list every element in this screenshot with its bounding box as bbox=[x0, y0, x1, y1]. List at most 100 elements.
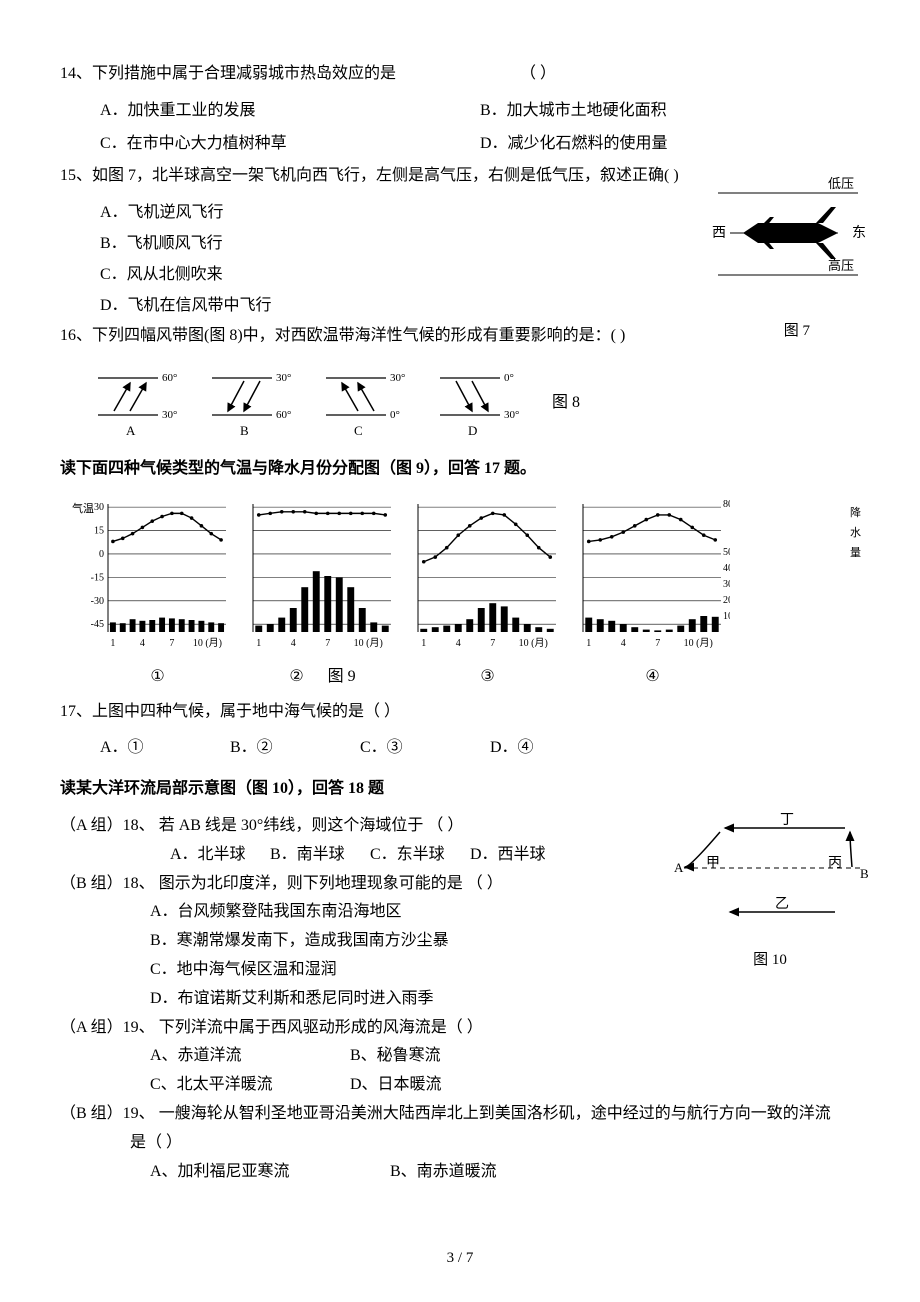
fig9-sub2: ② bbox=[289, 668, 303, 685]
q19a-prefix: （A 组）19、 bbox=[60, 1019, 155, 1036]
svg-text:1: 1 bbox=[421, 638, 426, 648]
svg-text:1: 1 bbox=[256, 638, 261, 648]
q17-text: 上图中四种气候，属于地中海气候的是（ ） bbox=[92, 698, 860, 727]
svg-text:低压: 低压 bbox=[828, 176, 854, 191]
svg-text:7: 7 bbox=[655, 638, 660, 648]
q17-optD: D．④ bbox=[490, 734, 620, 763]
q19b: （B 组）19、 一艘海轮从智利圣地亚哥沿美洲大陆西岸北上到美国洛杉矶，途中经过… bbox=[60, 1100, 860, 1129]
q19b-prefix: （B 组）19、 bbox=[60, 1105, 155, 1122]
q18a-optC: C．东半球 bbox=[370, 841, 470, 870]
svg-text:30: 30 bbox=[94, 502, 104, 513]
q17-optC: C．③ bbox=[360, 734, 490, 763]
q19a-optB: B、秘鲁寒流 bbox=[350, 1042, 550, 1071]
q14-options-row2: C．在市中心大力植树种草 D．减少化石燃料的使用量 bbox=[60, 130, 860, 159]
q19a-optD: D、日本暖流 bbox=[350, 1071, 550, 1100]
fig8-caption: 图 8 bbox=[552, 389, 580, 418]
q19b-optA: A、加利福尼亚寒流 bbox=[150, 1158, 390, 1187]
svg-text:A: A bbox=[674, 860, 684, 875]
svg-text:-15: -15 bbox=[91, 572, 104, 583]
q18a-optB: B．南半球 bbox=[270, 841, 370, 870]
q18b-text: 图示为北印度洋，则下列地理现象可能的是 （ ） bbox=[159, 875, 503, 892]
fig8-item-B: 30° 60° B bbox=[204, 363, 304, 443]
q19b-text2: 是（ ） bbox=[60, 1129, 860, 1158]
svg-text:乙: 乙 bbox=[775, 896, 789, 912]
svg-text:15: 15 bbox=[94, 526, 104, 537]
svg-text:4: 4 bbox=[291, 638, 296, 648]
q19b-options: A、加利福尼亚寒流 B、南赤道暖流 bbox=[60, 1158, 860, 1187]
section17-heading: 读下面四种气候类型的气温与降水月份分配图（图 9），回答 17 题。 bbox=[60, 455, 860, 484]
svg-text:1: 1 bbox=[586, 638, 591, 648]
svg-text:500: 500 bbox=[723, 547, 730, 558]
svg-text:30°: 30° bbox=[276, 372, 291, 384]
fig9-left-axis: 气温 bbox=[84, 498, 94, 520]
svg-text:400: 400 bbox=[723, 563, 730, 574]
q18b-prefix: （B 组）18、 bbox=[60, 875, 155, 892]
svg-text:0°: 0° bbox=[390, 409, 400, 421]
svg-text:10 (月): 10 (月) bbox=[519, 637, 548, 648]
section18-heading: 读某大洋环流局部示意图（图 10），回答 18 题 bbox=[60, 775, 860, 804]
fig8-item-A: 60° 30° A bbox=[90, 363, 190, 443]
q19a-optA: A、赤道洋流 bbox=[150, 1042, 350, 1071]
svg-text:4: 4 bbox=[456, 638, 461, 648]
svg-text:300: 300 bbox=[723, 579, 730, 590]
q14: 14、 下列措施中属于合理减弱城市热岛效应的是 （ ） bbox=[60, 60, 860, 89]
q14-num: 14、 bbox=[60, 60, 92, 89]
figure-7: 低压 高压 西 东 bbox=[708, 175, 868, 305]
figure-10: 丁 甲 A 丙 B 乙 图 10 bbox=[670, 812, 870, 952]
q17-optB: B．② bbox=[230, 734, 360, 763]
fig10-caption: 图 10 bbox=[670, 947, 870, 974]
figure-9: 气温 30150-15-30-4514710 (月)14710 (月)14710… bbox=[60, 498, 860, 659]
q15-num: 15、 bbox=[60, 162, 92, 191]
svg-text:-45: -45 bbox=[91, 619, 104, 630]
svg-text:30°: 30° bbox=[504, 409, 519, 421]
fig9-right-title: 降水量 bbox=[850, 504, 862, 563]
q18a-prefix: （A 组）18、 bbox=[60, 817, 155, 834]
svg-text:-30: -30 bbox=[91, 596, 104, 607]
q19a-options-row2: C、北太平洋暖流 D、日本暖流 bbox=[60, 1071, 860, 1100]
q14-options-row1: A．加快重工业的发展 B．加大城市土地硬化面积 bbox=[60, 97, 860, 126]
q18a-optD: D．西半球 bbox=[470, 841, 570, 870]
q19a: （A 组）19、 下列洋流中属于西风驱动形成的风海流是（ ） bbox=[60, 1014, 860, 1043]
q19b-optB: B、南赤道暖流 bbox=[390, 1158, 590, 1187]
svg-text:4: 4 bbox=[140, 638, 145, 648]
page-footer: 3 / 7 bbox=[0, 1245, 920, 1272]
fig9-chart-3: 1 4 7 10 (月) bbox=[410, 498, 565, 659]
svg-text:7: 7 bbox=[490, 638, 495, 648]
q14-text: 下列措施中属于合理减弱城市热岛效应的是 （ ） bbox=[92, 60, 860, 89]
svg-text:东: 东 bbox=[852, 225, 866, 241]
fig9-sub3: ③ bbox=[410, 663, 565, 692]
fig9-chart-2: 14710 (月) bbox=[245, 498, 400, 659]
q16-text: 下列四幅风带图(图 8)中，对西欧温带海洋性气候的形成有重要影响的是：( ) bbox=[92, 322, 860, 351]
svg-text:10 (月): 10 (月) bbox=[684, 637, 713, 648]
q17-num: 17、 bbox=[60, 698, 92, 727]
fig9-sublabels-row: ① ② 图 9 ③ ④ bbox=[80, 663, 860, 692]
fig9-chart-4: 80050040030020010014710 (月) bbox=[575, 498, 730, 659]
svg-text:60°: 60° bbox=[276, 409, 291, 421]
fig8-item-D: 0° 30° D bbox=[432, 363, 532, 443]
svg-text:200: 200 bbox=[723, 595, 730, 606]
svg-text:0°: 0° bbox=[504, 372, 514, 384]
q14-optB: B．加大城市土地硬化面积 bbox=[480, 97, 860, 126]
svg-text:800: 800 bbox=[723, 499, 730, 510]
q17-options: A．① B．② C．③ D．④ bbox=[60, 734, 860, 763]
svg-text:C: C bbox=[354, 423, 363, 438]
q18a-optA: A．北半球 bbox=[170, 841, 270, 870]
svg-text:30°: 30° bbox=[162, 409, 177, 421]
q14-optC: C．在市中心大力植树种草 bbox=[100, 130, 480, 159]
fig8-item-C: 30° 0° C bbox=[318, 363, 418, 443]
svg-text:0: 0 bbox=[99, 549, 104, 560]
svg-text:西: 西 bbox=[712, 226, 726, 241]
svg-text:甲: 甲 bbox=[706, 856, 720, 871]
q19a-options-row1: A、赤道洋流 B、秘鲁寒流 bbox=[60, 1042, 860, 1071]
q17: 17、 上图中四种气候，属于地中海气候的是（ ） bbox=[60, 698, 860, 727]
svg-text:B: B bbox=[240, 423, 249, 438]
fig9-chart-1: 30150-15-30-4514710 (月) bbox=[80, 498, 235, 659]
q14-optA: A．加快重工业的发展 bbox=[100, 97, 480, 126]
svg-text:7: 7 bbox=[325, 638, 330, 648]
fig7-caption: 图 7 bbox=[784, 318, 810, 345]
q19a-optC: C、北太平洋暖流 bbox=[150, 1071, 350, 1100]
fig9-sub4: ④ bbox=[575, 663, 730, 692]
fig9-sub1: ① bbox=[80, 663, 235, 692]
q18b-optD: D．布谊诺斯艾利斯和悉尼同时进入雨季 bbox=[150, 985, 860, 1014]
q17-optA: A．① bbox=[100, 734, 230, 763]
